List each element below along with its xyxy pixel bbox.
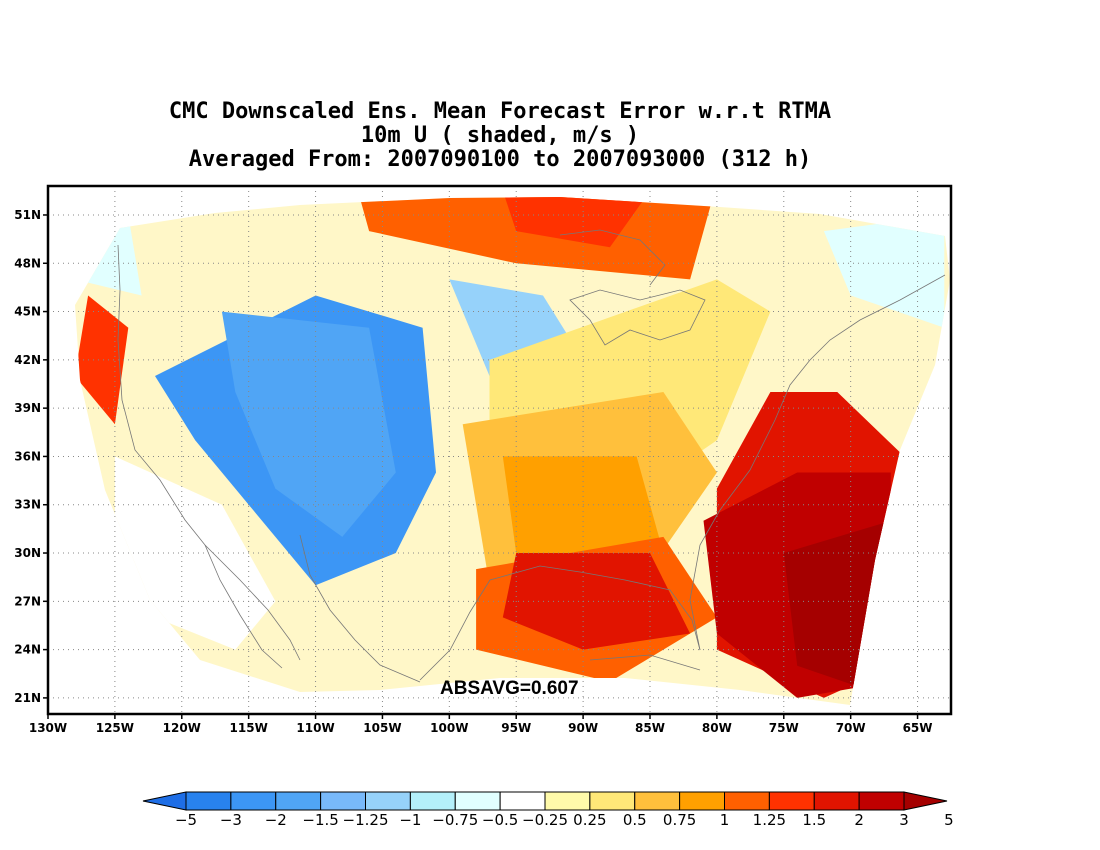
colorbar-label: 5 xyxy=(944,811,954,829)
latitude-axis: 21N 24N 27N 30N 33N 36N 39N 42N 45N 48N 51N xyxy=(14,208,48,705)
colorbar-swatch xyxy=(320,791,366,811)
colorbar-swatch xyxy=(768,791,815,811)
lon-tick-label: 110W xyxy=(296,721,334,735)
gulf-coast-line xyxy=(419,565,701,681)
map-title: CMC Downscaled Ens. Mean Forecast Error … xyxy=(0,100,1000,172)
colorbar-swatch xyxy=(813,791,860,811)
cuba-line xyxy=(589,654,701,671)
field-region-5 xyxy=(114,456,276,650)
title-line-2: 10m U ( shaded, m/s ) xyxy=(360,123,640,148)
mexico-coast-line xyxy=(299,534,421,683)
colorbar-swatch xyxy=(858,791,905,811)
colorbar-swatch xyxy=(499,791,546,811)
title-line-1: CMC Downscaled Ens. Mean Forecast Error … xyxy=(168,99,832,124)
colorbar-label: −1.5 xyxy=(302,811,338,829)
lat-tick-label: 30N xyxy=(14,546,41,560)
colorbar-label: 1.25 xyxy=(753,811,786,829)
colorbar-swatch xyxy=(275,791,322,811)
lat-tick-label: 21N xyxy=(14,691,41,705)
lon-tick-label: 75W xyxy=(769,721,799,735)
colorbar-swatch xyxy=(365,791,411,811)
lat-tick-label: 27N xyxy=(14,594,41,608)
colorbar-label: −1.25 xyxy=(343,811,389,829)
colorbar-label: −0.25 xyxy=(522,811,568,829)
colorbar-swatch xyxy=(679,791,725,811)
lat-tick-label: 24N xyxy=(14,643,41,657)
lat-tick-label: 39N xyxy=(14,401,41,415)
colorbar-label: −0.75 xyxy=(432,811,478,829)
field-region-13 xyxy=(502,553,691,650)
lon-tick-label: 100W xyxy=(430,721,468,735)
colorbar-swatch xyxy=(230,791,277,811)
lat-tick-label: 48N xyxy=(14,256,41,270)
colorbar-label: 0.25 xyxy=(573,811,606,829)
lon-tick-label: 105W xyxy=(363,721,401,735)
absavg-annotation: ABSAVG=0.607 xyxy=(440,678,579,699)
colorbar-swatch xyxy=(634,791,681,811)
field-region-12 xyxy=(75,295,129,425)
colorbar: −5 −3 −2 −1.5 −1.25 −1 −0.75 −0.5 −0.25 0.25 0.5 0.… xyxy=(142,791,954,829)
map-frame xyxy=(46,184,953,716)
colorbar-label: 1 xyxy=(720,811,730,829)
colorbar-label: −5 xyxy=(175,811,197,829)
colorbar-label: 1.5 xyxy=(802,811,826,829)
colorbar-right-arrow xyxy=(903,791,948,811)
coastlines xyxy=(117,229,946,683)
hudson-bay-line xyxy=(559,229,666,286)
baja-line xyxy=(204,544,283,669)
lon-tick-label: 70W xyxy=(836,721,866,735)
colorbar-swatch xyxy=(724,791,770,811)
title-line-3: Averaged From: 2007090100 to 2007093000 … xyxy=(188,147,812,172)
lon-tick-label: 130W xyxy=(29,721,67,735)
colorbar-label: 0.75 xyxy=(663,811,696,829)
colorbar-label: −3 xyxy=(220,811,242,829)
shaded-field xyxy=(75,197,950,705)
east-coast-line xyxy=(689,274,946,651)
colorbar-swatch xyxy=(454,791,501,811)
colorbar-label: 3 xyxy=(899,811,909,829)
lat-tick-label: 45N xyxy=(14,305,41,319)
lon-tick-label: 65W xyxy=(903,721,933,735)
colorbar-swatch xyxy=(409,791,456,811)
colorbar-left-arrow xyxy=(142,791,187,811)
field-region-1 xyxy=(221,311,396,537)
lon-tick-label: 90W xyxy=(568,721,598,735)
colorbar-swatch xyxy=(589,791,636,811)
lon-tick-label: 120W xyxy=(163,721,201,735)
lon-tick-label: 115W xyxy=(230,721,268,735)
colorbar-label: 0.5 xyxy=(623,811,647,829)
longitude-axis: 130W 125W 120W 115W 110W 105W 100W 95W 90W 85W 80W… xyxy=(29,714,933,735)
lon-tick-label: 80W xyxy=(702,721,732,735)
colorbar-label: −0.5 xyxy=(482,811,518,829)
colorbar-label: −1 xyxy=(399,811,421,829)
colorbar-label: −2 xyxy=(265,811,287,829)
colorbar-label: 2 xyxy=(854,811,864,829)
colorbar-swatch xyxy=(544,791,591,811)
colorbar-swatch xyxy=(185,791,232,811)
lon-tick-label: 95W xyxy=(501,721,531,735)
lat-tick-label: 51N xyxy=(14,208,41,222)
great-lakes-line xyxy=(569,289,706,346)
field-region-3 xyxy=(823,215,945,328)
lat-tick-label: 42N xyxy=(14,353,41,367)
lon-tick-label: 85W xyxy=(635,721,665,735)
lon-tick-label: 125W xyxy=(96,721,134,735)
field-region-4 xyxy=(75,215,142,296)
west-coast-line xyxy=(117,244,301,661)
lat-tick-label: 36N xyxy=(14,449,41,463)
lat-tick-label: 33N xyxy=(14,498,41,512)
